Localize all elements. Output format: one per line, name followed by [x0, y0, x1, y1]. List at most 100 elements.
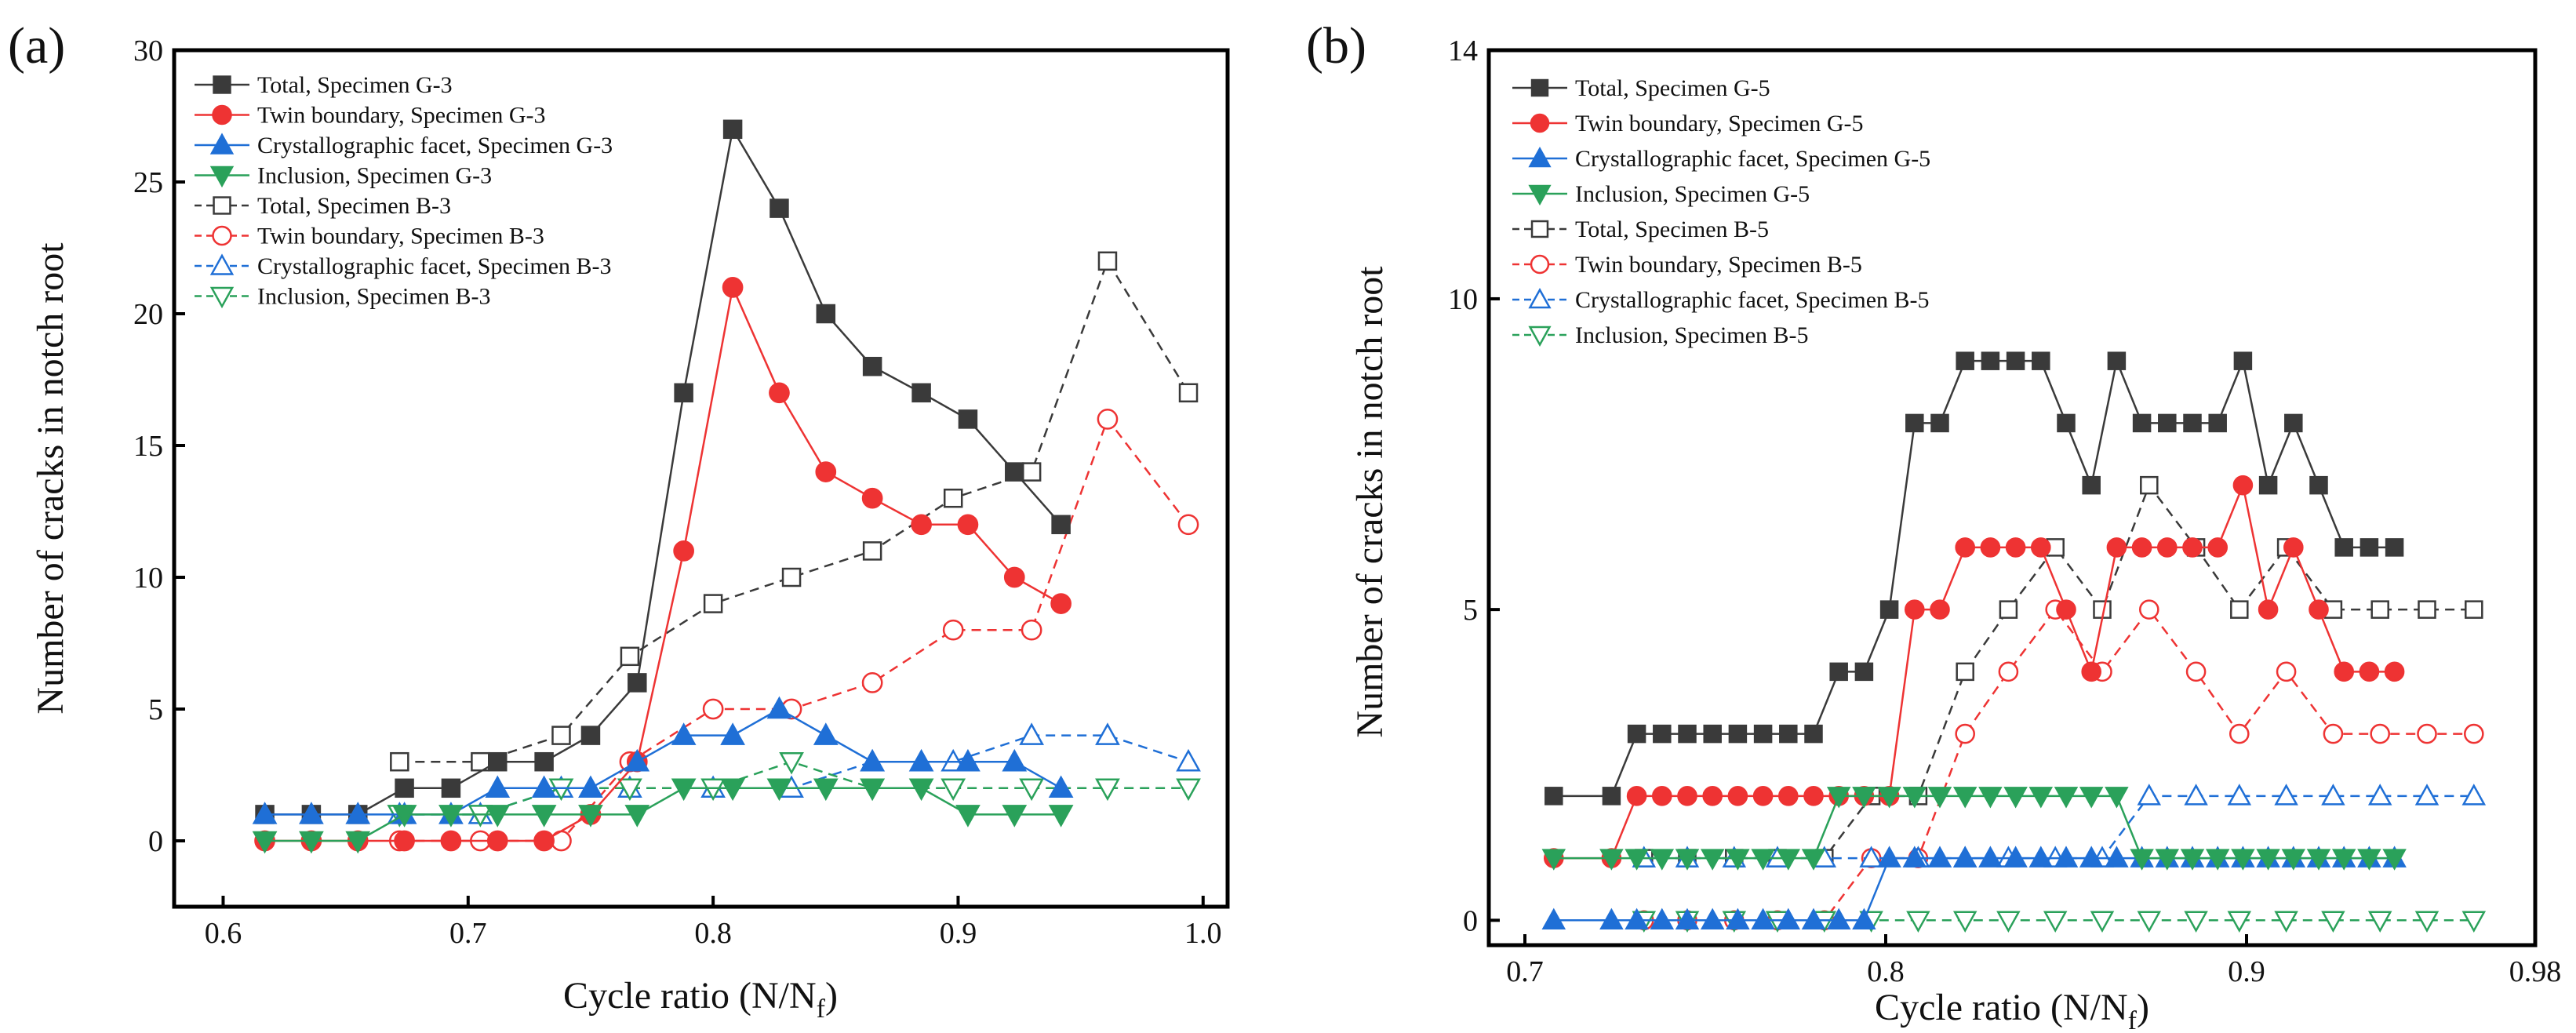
- data-point: [299, 831, 324, 854]
- data-point: [2367, 784, 2392, 806]
- data-point: [1998, 661, 2019, 682]
- data-point: [722, 119, 743, 140]
- series-line: [399, 416, 1190, 842]
- legend-marker: [212, 225, 232, 246]
- data-point: [1905, 413, 1924, 433]
- data-point: [2184, 911, 2208, 933]
- legend-marker: [1528, 287, 1552, 309]
- series-line: [264, 707, 1062, 816]
- x-tick-label: 0.9: [2228, 955, 2265, 988]
- data-point: [674, 383, 693, 403]
- data-point: [252, 831, 278, 854]
- data-point: [1877, 787, 1901, 809]
- legend-label: Twin boundary, Specimen B-3: [257, 224, 544, 249]
- data-point: [628, 673, 647, 693]
- data-point: [1927, 846, 1952, 868]
- series-total-specimen-g-5: [1545, 351, 2404, 806]
- x-tick-label: 0.8: [694, 917, 732, 950]
- data-point: [911, 514, 932, 536]
- data-point: [2207, 537, 2228, 558]
- data-point: [958, 409, 978, 429]
- series-twin-boundary-specimen-g-3: [254, 277, 1072, 852]
- data-point: [1002, 805, 1028, 827]
- data-point: [722, 277, 744, 298]
- data-point: [345, 831, 371, 854]
- data-point: [813, 722, 839, 745]
- data-point: [1930, 413, 1949, 433]
- data-point: [862, 541, 882, 561]
- data-point: [2054, 787, 2079, 809]
- y-tick-label: 0: [1463, 904, 1478, 937]
- legend-item: Twin boundary, Specimen G-3: [195, 103, 546, 129]
- y-tick-label: 30: [133, 35, 163, 67]
- data-point: [1599, 908, 1624, 930]
- data-point: [2334, 538, 2353, 557]
- data-point: [1650, 849, 1675, 871]
- data-point: [1826, 908, 1851, 930]
- data-point: [2274, 784, 2298, 806]
- data-point: [1677, 786, 1697, 806]
- data-point: [2155, 849, 2180, 871]
- data-point: [2054, 846, 2079, 868]
- series-crystallographic-facet-specimen-b-3: [387, 722, 1201, 824]
- data-point: [1859, 846, 1883, 868]
- data-point: [1826, 787, 1851, 809]
- data-point: [1602, 787, 1621, 806]
- data-point: [1048, 805, 1074, 827]
- panel-b-frame: [1486, 48, 2538, 948]
- data-point: [2283, 537, 2304, 558]
- x-tick-label: 1.0: [1184, 917, 1222, 950]
- data-point: [2139, 599, 2159, 620]
- data-point: [955, 805, 981, 827]
- data-point: [2105, 846, 2129, 868]
- data-point: [2417, 723, 2437, 744]
- data-point: [862, 356, 882, 376]
- data-point: [861, 487, 883, 509]
- data-point: [2106, 537, 2127, 558]
- data-point: [1675, 849, 1700, 871]
- series-line: [1643, 795, 2474, 860]
- x-tick-label: 0.9: [940, 917, 977, 950]
- data-point: [1955, 723, 1975, 744]
- data-point: [531, 805, 557, 827]
- data-point: [2229, 723, 2250, 744]
- data-point: [2183, 413, 2202, 433]
- legend-marker: [1530, 113, 1550, 133]
- panel-b-ylabel: Number of cracks in notch root: [1349, 266, 1391, 738]
- series-crystallographic-facet-specimen-g-5: [1541, 846, 2407, 930]
- legend-label: Crystallographic facet, Specimen G-3: [257, 133, 613, 158]
- data-point: [2370, 723, 2390, 744]
- data-point: [2281, 849, 2306, 871]
- data-point: [2137, 784, 2162, 806]
- data-point: [2028, 846, 2054, 868]
- data-point: [1902, 787, 1927, 809]
- data-point: [488, 751, 508, 772]
- legend-marker: [1530, 254, 1550, 275]
- data-point: [624, 805, 650, 827]
- data-point: [2005, 537, 2026, 558]
- legend-marker: [1528, 326, 1552, 347]
- series-inclusion-specimen-g-3: [252, 778, 1074, 854]
- data-point: [485, 805, 511, 827]
- data-point: [2309, 599, 2329, 620]
- data-point: [2180, 849, 2205, 871]
- y-tick-label: 5: [1463, 594, 1478, 627]
- data-point: [1978, 787, 2003, 809]
- data-point: [2130, 849, 2154, 871]
- data-point: [1801, 908, 1826, 930]
- data-point: [1700, 849, 1725, 871]
- data-point: [1905, 599, 1925, 620]
- data-point: [534, 751, 554, 772]
- series-line: [264, 284, 1062, 842]
- series-total-specimen-b-3: [390, 251, 1199, 772]
- data-point: [1700, 908, 1725, 930]
- series-line: [399, 258, 1190, 763]
- data-point: [617, 778, 642, 802]
- data-point: [2306, 849, 2331, 871]
- data-point: [1176, 778, 1201, 802]
- data-point: [1003, 566, 1025, 588]
- data-point: [2082, 475, 2101, 495]
- legend-label: Total, Specimen G-3: [257, 72, 453, 98]
- data-point: [1801, 849, 1826, 871]
